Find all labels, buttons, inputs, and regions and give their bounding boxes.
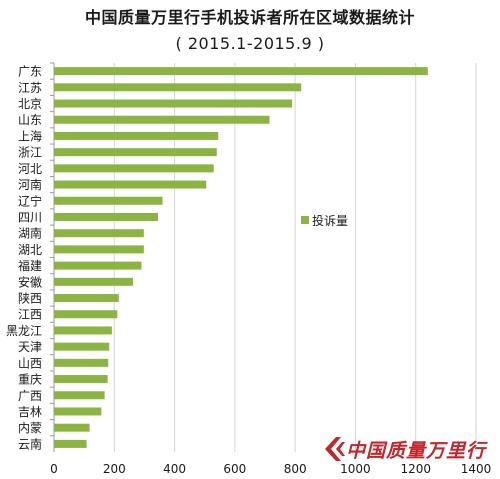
y-tick-label: 广东 [18, 65, 42, 79]
bar [54, 326, 112, 335]
bar [54, 277, 133, 286]
y-tick-label: 四川 [18, 210, 42, 224]
y-tick-label: 河南 [18, 177, 42, 192]
x-tick-label: 1400 [461, 462, 492, 476]
x-tick-label: 0 [50, 462, 58, 476]
y-tick-label: 福建 [18, 258, 42, 273]
y-tick-label: 北京 [18, 97, 42, 111]
x-tick-label: 1000 [340, 462, 371, 476]
bar [54, 261, 142, 270]
bar [54, 196, 163, 205]
chevron-logo-icon [325, 437, 345, 461]
y-tick-label: 天津 [18, 340, 42, 354]
bar [54, 115, 270, 124]
y-tick-label: 辽宁 [18, 193, 42, 208]
legend-label: 投诉量 [312, 213, 348, 228]
y-tick-label: 山西 [18, 356, 42, 370]
y-tick-label: 安徽 [18, 274, 42, 289]
x-tick-label: 800 [284, 462, 307, 476]
y-tick-label: 山东 [18, 113, 42, 127]
x-tick-label: 400 [163, 462, 186, 476]
bar [54, 99, 293, 108]
bar [54, 212, 158, 221]
bar [54, 148, 217, 157]
y-tick-label: 上海 [18, 128, 42, 143]
bar [54, 67, 428, 76]
bar [54, 407, 102, 416]
bar [54, 423, 90, 432]
bar [54, 245, 144, 254]
bar [54, 229, 144, 238]
x-tick-label: 600 [223, 462, 246, 476]
chart-subtitle: ( 2015.1-2015.9 ) [175, 34, 325, 53]
x-tick-label: 200 [103, 462, 126, 476]
x-tick-label: 1200 [400, 462, 431, 476]
watermark-text: 中国质量万里行 [346, 440, 487, 462]
bar [54, 358, 109, 367]
bar [54, 310, 118, 319]
bar [54, 164, 214, 173]
watermark: 中国质量万里行 [322, 434, 494, 464]
y-tick-label: 江苏 [18, 81, 42, 95]
bar [54, 391, 105, 400]
y-tick-label: 湖北 [18, 242, 42, 257]
y-tick-label: 吉林 [18, 405, 42, 419]
bar [54, 83, 302, 92]
y-tick-label: 湖南 [18, 226, 42, 241]
chart-title: 中国质量万里行手机投诉者所在区域数据统计 [84, 8, 415, 27]
y-tick-label: 广西 [18, 389, 42, 403]
bar [54, 375, 108, 384]
bar [54, 180, 207, 189]
bar [54, 294, 119, 303]
y-tick-label: 内蒙 [18, 421, 42, 435]
y-tick-label: 陕西 [18, 291, 42, 306]
bar [54, 342, 110, 351]
bar [54, 439, 87, 448]
y-tick-label: 黑龙江 [6, 324, 42, 338]
y-tick-label: 云南 [18, 436, 42, 451]
y-tick-label: 江西 [18, 308, 42, 322]
y-tick-label: 浙江 [18, 146, 42, 160]
bar [54, 131, 219, 140]
legend-swatch [301, 216, 309, 224]
y-tick-label: 河北 [18, 162, 42, 176]
y-tick-label: 重庆 [18, 373, 42, 387]
